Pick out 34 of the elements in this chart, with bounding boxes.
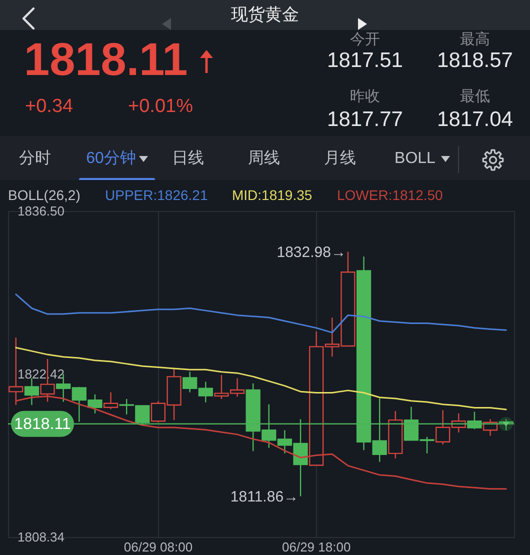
text: 60分钟 — [86, 149, 136, 168]
text: 1817.51 — [327, 48, 403, 74]
text: +0.34 — [25, 96, 74, 119]
text: 昨收 — [350, 88, 380, 106]
text: 周线 — [248, 149, 280, 168]
text: 日线 — [172, 149, 204, 168]
text: 1818.57 — [437, 48, 513, 74]
text: +0.01% — [128, 96, 193, 119]
annotation: 1811.86→ — [230, 488, 299, 506]
legend-title: BOLL(26,2) — [8, 187, 80, 203]
annotation: 1832.98→ — [276, 244, 346, 261]
line-series — [15, 395, 507, 490]
text: MID:1819.35 — [232, 187, 312, 203]
text: 今开 — [350, 31, 380, 49]
text: 月线 — [324, 149, 356, 168]
text: BOLL — [394, 149, 436, 168]
ref-line-label: 1818.11 — [14, 416, 71, 433]
text: LOWER:1812.50 — [337, 187, 444, 203]
text: UPPER:1826.21 — [105, 187, 208, 203]
text: 1818.11 — [24, 32, 188, 87]
line-series — [15, 346, 507, 410]
text: 分时 — [19, 149, 51, 168]
line-series — [15, 294, 507, 334]
candlestick — [103, 392, 118, 410]
text: 1817.04 — [437, 107, 513, 132]
text: 最高 — [460, 31, 490, 49]
x-tick-label: 06/29 08:00 — [124, 540, 193, 554]
text: 现货黄金 — [231, 5, 299, 26]
y-tick-label: 1836.50 — [18, 204, 64, 218]
text: 最低 — [460, 88, 490, 106]
x-tick-label: 06/29 18:00 — [282, 540, 351, 554]
y-tick-label: 1808.34 — [18, 530, 64, 544]
text: 1817.77 — [327, 107, 403, 132]
candlestick — [24, 378, 40, 406]
